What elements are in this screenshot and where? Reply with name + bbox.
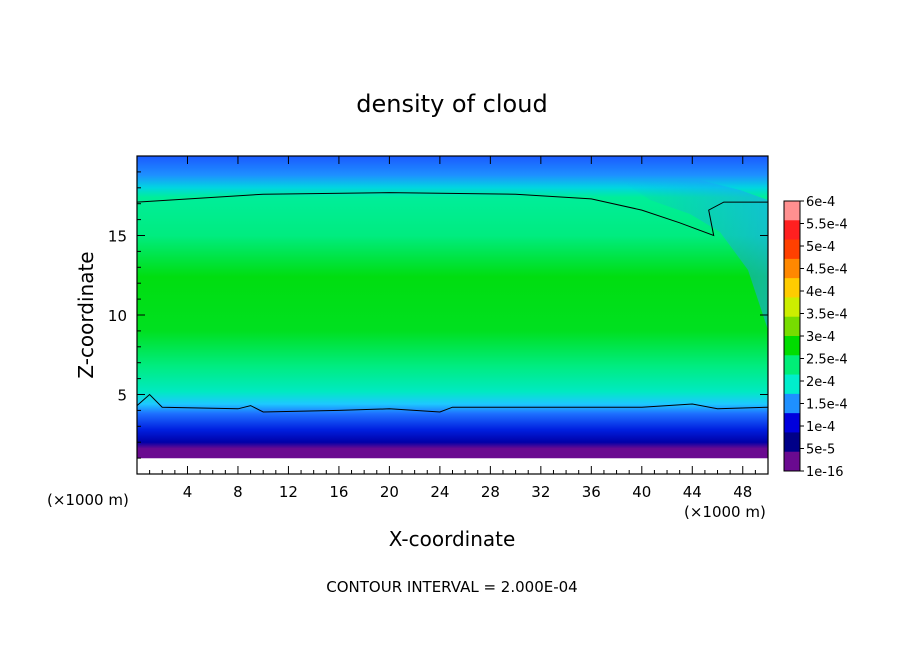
x-tick-label: 4 [183,483,193,501]
colorbar-labels: 6e-4 5.5e-4 5e-4 4.5e-4 4e-4 3.5e-4 3e-4 2.5e-4… [806,195,848,480]
colorbar-label: 1e-4 [806,420,835,435]
x-tick-label: 12 [279,483,298,501]
x-tick-label: 48 [733,483,752,501]
colorbar [783,200,804,472]
x-tick-label: 32 [531,483,550,501]
contour-interval-footer: CONTOUR INTERVAL = 2.000E-04 [326,578,577,596]
colorbar-swatch [784,220,800,241]
colorbar-label: 5e-5 [806,443,835,458]
y-tick-marks [137,171,768,459]
x-tick-label: 8 [233,483,243,501]
x-tick-label: 44 [683,483,702,501]
x-units-left: (×1000 m) [47,491,129,509]
colorbar-swatch [784,355,800,376]
chart-title: density of cloud [356,90,547,118]
colorbar-swatch [784,336,800,356]
colorbar-swatch [784,297,800,318]
x-tick-label: 28 [481,483,500,501]
colorbar-swatch [784,316,800,337]
colorbar-swatch [784,239,800,260]
colorbar-label: 4e-4 [806,285,835,300]
x-units-right: (×1000 m) [684,503,766,521]
colorbar-label: 1.5e-4 [806,398,848,413]
y-tick-label: 10 [108,307,127,325]
x-tick-label: 16 [329,483,348,501]
colorbar-swatch [784,413,800,433]
plot-area [136,155,769,475]
x-tick-label: 40 [632,483,651,501]
x-tick-label: 20 [380,483,399,501]
field-fill [137,156,768,474]
colorbar-label: 6e-4 [806,195,835,210]
y-tick-label: 5 [117,387,127,405]
x-tick-label: 36 [582,483,601,501]
colorbar-label: 2.5e-4 [806,353,848,368]
colorbar-swatch [784,201,800,221]
x-axis-label: X-coordinate [389,527,516,551]
y-tick-labels: 5 10 15 [108,228,127,405]
x-tick-label: 24 [430,483,449,501]
y-tick-label: 15 [108,228,127,246]
colorbar-label: 5e-4 [806,240,835,255]
contour-line-lower [136,393,769,413]
y-axis-label: Z-coordinate [74,251,98,378]
colorbar-label: 4.5e-4 [806,263,848,278]
contour-line-upper [136,192,768,237]
colorbar-swatch [784,258,800,279]
colorbar-swatch [784,393,800,414]
colorbar-label: 2e-4 [806,375,835,390]
colorbar-swatch [784,374,800,395]
upper-right-depletion [620,180,768,330]
colorbar-label: 3.5e-4 [806,308,848,323]
x-tick-labels: 4 8 12 16 20 24 28 32 36 40 44 48 [183,483,753,501]
colorbar-swatch [784,278,800,298]
colorbar-label: 5.5e-4 [806,218,848,233]
colorbar-swatch [784,451,800,472]
colorbar-label: 3e-4 [806,330,835,345]
colorbar-swatch [784,432,800,453]
colorbar-label: 1e-16 [806,465,844,480]
x-tick-marks [149,156,756,474]
